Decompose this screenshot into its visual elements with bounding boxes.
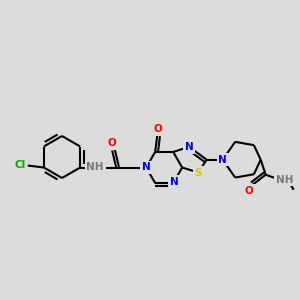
Text: NH: NH <box>276 175 293 185</box>
Text: N: N <box>170 177 178 187</box>
Text: O: O <box>154 124 163 134</box>
Text: N: N <box>185 142 194 152</box>
Text: Cl: Cl <box>14 160 26 170</box>
Text: S: S <box>194 167 202 178</box>
Text: O: O <box>108 139 117 148</box>
Text: NH: NH <box>86 163 104 172</box>
Text: N: N <box>218 155 227 165</box>
Text: O: O <box>244 186 253 196</box>
Text: N: N <box>142 163 151 172</box>
